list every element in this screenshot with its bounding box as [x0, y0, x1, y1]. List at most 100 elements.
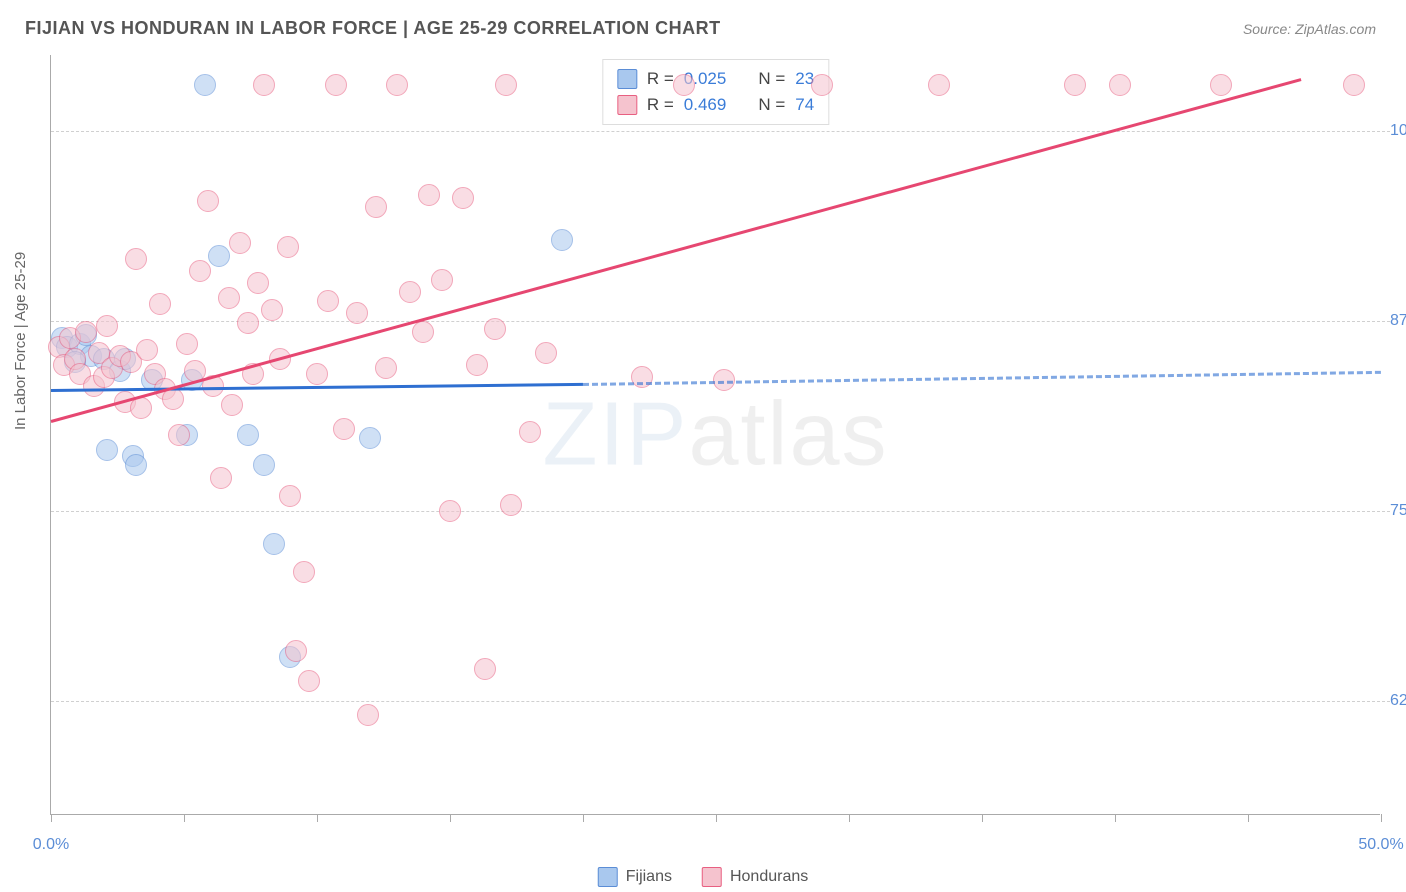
y-tick-label: 87.5% [1390, 312, 1406, 330]
data-point [431, 269, 453, 291]
data-point [218, 287, 240, 309]
source-label: Source: ZipAtlas.com [1243, 21, 1376, 37]
x-tick [982, 814, 983, 822]
data-point [495, 74, 517, 96]
data-point [96, 315, 118, 337]
data-point [189, 260, 211, 282]
data-point [279, 485, 301, 507]
gridline [51, 131, 1390, 132]
data-point [1210, 74, 1232, 96]
chart-title: FIJIAN VS HONDURAN IN LABOR FORCE | AGE … [25, 18, 721, 39]
trend-line [583, 371, 1381, 386]
x-tick [450, 814, 451, 822]
legend-label-hondurans: Hondurans [730, 868, 808, 886]
data-point [253, 74, 275, 96]
legend-row-hondurans: R = 0.469 N = 74 [617, 92, 814, 118]
gridline [51, 511, 1390, 512]
data-point [237, 424, 259, 446]
data-point [357, 704, 379, 726]
y-tick-label: 100.0% [1390, 122, 1406, 140]
y-tick-label: 75.0% [1390, 502, 1406, 520]
r-value-hondurans: 0.469 [684, 95, 727, 115]
data-point [325, 74, 347, 96]
data-point [418, 184, 440, 206]
data-point [1109, 74, 1131, 96]
data-point [168, 424, 190, 446]
data-point [285, 640, 307, 662]
data-point [317, 290, 339, 312]
data-point [247, 272, 269, 294]
watermark-thin: atlas [688, 384, 888, 484]
y-axis-label: In Labor Force | Age 25-29 [12, 252, 29, 430]
x-tick [184, 814, 185, 822]
x-tick-label: 0.0% [33, 836, 69, 854]
data-point [176, 333, 198, 355]
data-point [519, 421, 541, 443]
x-tick [716, 814, 717, 822]
swatch-hondurans [702, 867, 722, 887]
data-point [500, 494, 522, 516]
data-point [306, 363, 328, 385]
data-point [293, 561, 315, 583]
data-point [261, 299, 283, 321]
legend-item-fijians: Fijians [598, 867, 672, 887]
data-point [125, 454, 147, 476]
data-point [298, 670, 320, 692]
data-point [551, 229, 573, 251]
chart-container: FIJIAN VS HONDURAN IN LABOR FORCE | AGE … [0, 0, 1406, 892]
x-tick [1248, 814, 1249, 822]
data-point [221, 394, 243, 416]
r-label: R = [647, 69, 674, 89]
r-label: R = [647, 95, 674, 115]
data-point [412, 321, 434, 343]
legend-label-fijians: Fijians [626, 868, 672, 886]
x-tick-label: 50.0% [1358, 836, 1403, 854]
data-point [928, 74, 950, 96]
data-point [375, 357, 397, 379]
y-tick-label: 62.5% [1390, 692, 1406, 710]
data-point [1064, 74, 1086, 96]
x-tick [1381, 814, 1382, 822]
data-point [96, 439, 118, 461]
data-point [237, 312, 259, 334]
title-row: FIJIAN VS HONDURAN IN LABOR FORCE | AGE … [0, 0, 1406, 49]
data-point [439, 500, 461, 522]
swatch-fijians [617, 69, 637, 89]
data-point [75, 321, 97, 343]
correlation-legend: R = 0.025 N = 23 R = 0.469 N = 74 [602, 59, 829, 125]
legend-row-fijians: R = 0.025 N = 23 [617, 66, 814, 92]
watermark: ZIPatlas [542, 383, 888, 486]
data-point [277, 236, 299, 258]
data-point [811, 74, 833, 96]
data-point [229, 232, 251, 254]
data-point [197, 190, 219, 212]
data-point [1343, 74, 1365, 96]
swatch-hondurans [617, 95, 637, 115]
data-point [484, 318, 506, 340]
data-point [452, 187, 474, 209]
watermark-bold: ZIP [542, 384, 688, 484]
data-point [253, 454, 275, 476]
data-point [333, 418, 355, 440]
n-label: N = [758, 69, 785, 89]
bottom-legend: Fijians Hondurans [598, 867, 809, 887]
x-tick [1115, 814, 1116, 822]
swatch-fijians [598, 867, 618, 887]
data-point [466, 354, 488, 376]
data-point [194, 74, 216, 96]
data-point [136, 339, 158, 361]
legend-item-hondurans: Hondurans [702, 867, 808, 887]
plot-area: ZIPatlas R = 0.025 N = 23 R = 0.469 N = … [50, 55, 1380, 815]
x-tick [583, 814, 584, 822]
data-point [359, 427, 381, 449]
x-tick [317, 814, 318, 822]
n-label: N = [758, 95, 785, 115]
data-point [208, 245, 230, 267]
data-point [263, 533, 285, 555]
data-point [474, 658, 496, 680]
data-point [125, 248, 147, 270]
data-point [535, 342, 557, 364]
data-point [149, 293, 171, 315]
data-point [365, 196, 387, 218]
data-point [386, 74, 408, 96]
